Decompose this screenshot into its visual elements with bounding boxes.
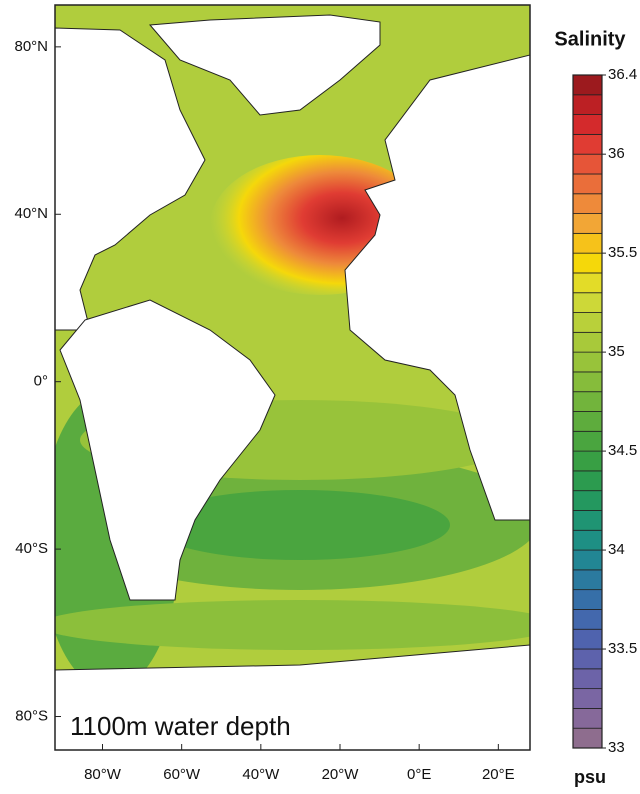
colorbar-level xyxy=(572,628,603,650)
colorbar-level xyxy=(572,668,603,690)
annotation: 1100m water depth xyxy=(70,711,291,741)
ocean-band xyxy=(150,490,450,560)
colorbar-level xyxy=(572,74,603,96)
land xyxy=(55,14,530,750)
colorbar-level xyxy=(572,589,603,610)
colorbar-unit: psu xyxy=(574,767,606,787)
colorbar-level xyxy=(572,173,603,195)
y-tick-label: 80°S xyxy=(15,707,48,724)
colorbar-level xyxy=(572,569,603,591)
colorbar-level xyxy=(572,708,603,729)
colorbar-tick-label: 34 xyxy=(608,541,625,558)
y-tick-label: 40°S xyxy=(15,540,48,557)
colorbar-level xyxy=(572,94,603,115)
colorbar-title: Salinity xyxy=(554,28,626,50)
colorbar-tick-label: 33.5 xyxy=(608,640,637,657)
colorbar-level xyxy=(572,213,603,234)
colorbar-level xyxy=(572,411,603,432)
ocean-band xyxy=(55,600,530,650)
colorbar-level xyxy=(572,391,603,412)
colorbar-level xyxy=(572,430,603,452)
colorbar-level xyxy=(572,470,603,492)
colorbar-tick-label: 33 xyxy=(608,739,625,756)
colorbar-tick-label: 36 xyxy=(608,145,625,162)
south-america xyxy=(59,299,276,601)
y-tick-label: 80°N xyxy=(14,38,48,55)
colorbar-level xyxy=(572,351,603,373)
x-tick-label: 60°W xyxy=(163,766,201,783)
greenland xyxy=(148,14,381,116)
colorbar-frame xyxy=(572,74,603,749)
colorbar-level xyxy=(572,727,603,749)
colorbar-level xyxy=(572,153,603,175)
colorbar-level xyxy=(572,510,603,531)
colorbar-tick-label: 35.5 xyxy=(608,244,637,261)
x-tick-label: 80°W xyxy=(84,766,122,783)
colorbar-level xyxy=(572,688,603,709)
y-tick-label: 0° xyxy=(34,373,48,390)
colorbar-tick-label: 35 xyxy=(608,343,625,360)
y-tick-label: 40°N xyxy=(14,205,48,222)
europe-africa xyxy=(344,54,530,521)
colorbar-level xyxy=(572,114,603,135)
colorbar-level xyxy=(572,292,603,313)
map-field xyxy=(55,5,530,750)
colorbar-level xyxy=(572,549,603,571)
colorbar-level xyxy=(572,450,603,472)
colorbar-level xyxy=(572,193,603,214)
colorbar-level xyxy=(572,331,603,353)
colorbar-level xyxy=(572,272,603,294)
colorbar-tick-label: 36.4 xyxy=(608,66,637,83)
colorbar-tick-label: 34.5 xyxy=(608,442,637,459)
colorbar-level xyxy=(572,252,603,274)
colorbar-level xyxy=(572,648,603,670)
colorbar-level xyxy=(572,371,603,393)
colorbar-level xyxy=(572,232,603,254)
map-frame xyxy=(54,4,531,751)
colorbar-level xyxy=(572,133,603,155)
colorbar-level xyxy=(572,529,603,551)
antarctica xyxy=(55,644,530,750)
colorbar-level xyxy=(572,312,603,333)
x-tick-label: 20°W xyxy=(322,766,360,783)
x-tick-label: 20°E xyxy=(482,766,515,783)
x-tick-label: 0°E xyxy=(407,766,431,783)
x-tick-label: 40°W xyxy=(242,766,280,783)
colorbar-level xyxy=(572,609,603,630)
colorbar-level xyxy=(572,490,603,511)
